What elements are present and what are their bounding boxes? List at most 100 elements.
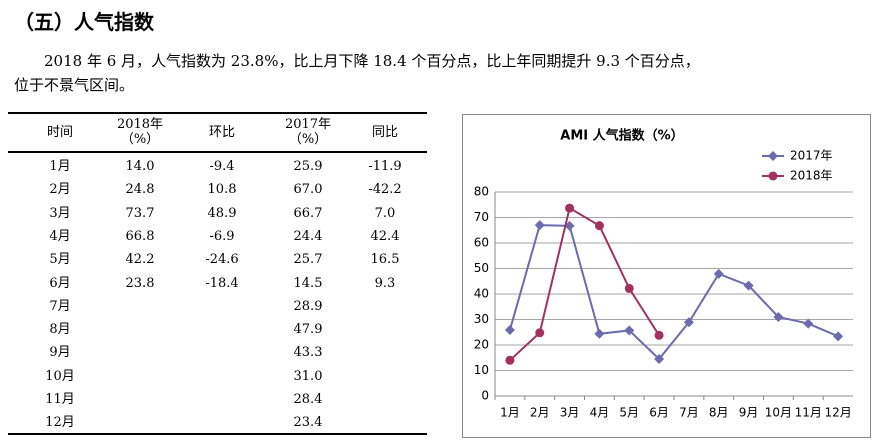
y-tick-label: 10: [474, 363, 489, 377]
table-cell: 3月: [49, 205, 71, 221]
point: [624, 325, 635, 336]
legend-label: 2017年: [790, 149, 833, 163]
point: [535, 328, 545, 338]
x-tick-label: 8月: [709, 406, 729, 420]
point: [624, 283, 634, 293]
x-tick-label: 6月: [649, 406, 669, 420]
table-cell: 42.2: [125, 252, 155, 268]
point: [773, 311, 784, 322]
chart: AMI 人气指数（%） 0 10 20 30 40 50 60 70 80 1月 2月 3月 4月 5月 6…: [462, 114, 871, 438]
y-tick-label: 80: [474, 185, 489, 199]
table-cell: 1月: [49, 159, 71, 174]
table-cell: 14.0: [125, 159, 155, 174]
y-tick-label: 0: [481, 389, 489, 403]
table-cell: 25.7: [293, 252, 323, 268]
chart-frame: [462, 114, 871, 438]
point: [713, 268, 724, 279]
point: [833, 331, 844, 342]
point: [565, 203, 575, 213]
paragraph-line: 位于不景气区间。: [14, 76, 135, 94]
series-line: [509, 206, 660, 362]
table-cell: 5月: [49, 252, 71, 268]
x-tick-label: 11月: [795, 406, 822, 420]
table-cell: 11月: [45, 392, 75, 407]
table-cell: 10月: [45, 368, 75, 384]
y-tick-label: 50: [474, 261, 489, 275]
table-header: 环比: [208, 125, 235, 140]
table-cell: -11.9: [368, 159, 402, 174]
paragraph-line: 2018 年 6 月，人气指数为 23.8%，比上月下降 18.4 个百分点，比…: [44, 52, 700, 70]
table-cell: -24.6: [205, 252, 239, 268]
y-tick-label: 30: [474, 312, 489, 326]
table-cell: 14.5: [293, 275, 323, 291]
x-tick-label: 9月: [739, 406, 759, 420]
table-cell: 73.7: [125, 205, 155, 221]
table-rule: [8, 151, 427, 153]
table-cell: 16.5: [370, 252, 400, 268]
y-tick-label: 70: [474, 210, 489, 224]
point: [803, 318, 814, 329]
legend-marker: [768, 151, 778, 161]
table-cell: 23.4: [293, 415, 323, 431]
table-cell: 42.4: [370, 228, 400, 244]
table-header: 2018年 （%）: [116, 117, 164, 147]
table-cell: 25.9: [293, 159, 323, 174]
table-cell: 47.9: [293, 322, 323, 338]
table-cell: 12月: [45, 415, 75, 431]
y-tick-label: 40: [474, 287, 489, 301]
y-tick-label: 60: [474, 236, 489, 250]
table-cell: -18.4: [205, 275, 239, 291]
table-header: 时间: [46, 125, 73, 140]
y-tick-label: 20: [474, 338, 489, 352]
table-header: 同比: [371, 125, 398, 140]
table-cell: 67.0: [293, 182, 323, 198]
x-tick-label: 10月: [765, 406, 792, 420]
table-cell: 7月: [49, 298, 71, 314]
table-cell: -6.9: [209, 228, 235, 244]
table-rule: [8, 112, 427, 114]
point: [654, 330, 664, 340]
table-header: 2017年 （%）: [284, 117, 332, 147]
table-cell: 2月: [49, 182, 71, 198]
table-cell: 66.7: [293, 205, 323, 221]
legend-label: 2018年: [790, 169, 833, 183]
table-cell: 10.8: [207, 182, 237, 198]
table-cell: 28.9: [293, 298, 323, 314]
x-tick-label: 7月: [679, 406, 699, 420]
table-cell: 48.9: [207, 205, 237, 221]
table-cell: -9.4: [209, 159, 235, 174]
chart-title: AMI 人气指数（%）: [560, 128, 683, 144]
table-cell: 66.8: [125, 228, 155, 244]
table-cell: 24.8: [125, 182, 155, 198]
table-cell: 8月: [49, 322, 71, 338]
x-tick-label: 2月: [530, 406, 550, 420]
table-cell: 9月: [49, 345, 71, 361]
table-cell: 24.4: [293, 228, 323, 244]
point: [534, 220, 545, 231]
table-cell: 9.3: [374, 275, 396, 291]
table-cell: -42.2: [368, 182, 402, 198]
point: [564, 220, 575, 231]
table-rule: [8, 433, 427, 435]
table-cell: 23.8: [125, 275, 155, 291]
point: [683, 317, 694, 328]
heading: （五）人气指数: [14, 10, 154, 34]
x-tick-label: 12月: [824, 406, 851, 420]
table-cell: 31.0: [293, 368, 323, 384]
x-tick-label: 3月: [560, 406, 580, 420]
legend-marker: [768, 171, 778, 181]
table-cell: 6月: [49, 275, 71, 291]
x-tick-label: 1月: [500, 406, 520, 420]
point: [594, 328, 605, 339]
table-cell: 28.4: [293, 392, 323, 407]
x-tick-label: 5月: [619, 406, 639, 420]
point: [594, 221, 604, 231]
point: [654, 354, 665, 365]
point: [505, 355, 515, 365]
point: [743, 280, 754, 291]
table-cell: 7.0: [374, 205, 396, 221]
table-cell: 43.3: [293, 345, 323, 361]
x-tick-label: 4月: [590, 406, 610, 420]
table-cell: 4月: [49, 228, 71, 244]
